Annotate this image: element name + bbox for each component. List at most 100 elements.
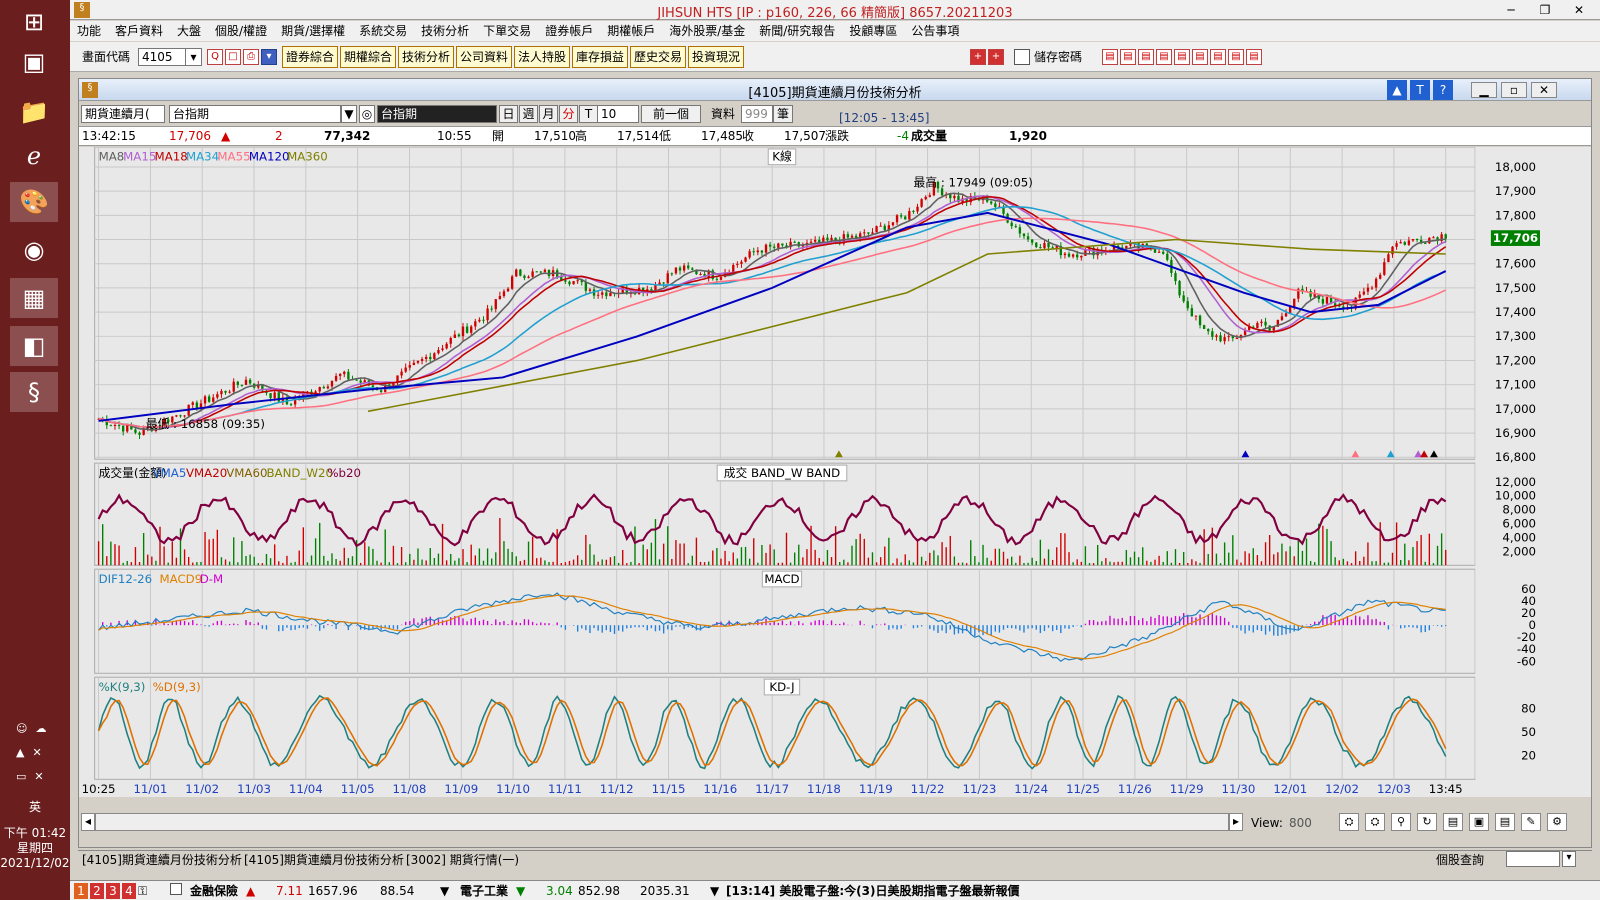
tool-icon-0[interactable]: ▤ [1102,49,1118,65]
menu-item-11[interactable]: 新聞/研究報告 [759,24,836,38]
menu-item-7[interactable]: 下單交易 [483,24,532,38]
toolbar-button-6[interactable]: 歷史交易 [630,46,687,68]
notes-icon[interactable]: ◧ [10,326,58,366]
chrome-icon[interactable]: ◉ [23,236,45,264]
menu-item-3[interactable]: 個股/權證 [215,24,268,38]
chart-tool-icon-8[interactable]: ⚙ [1547,813,1567,831]
jihsun-app-icon[interactable]: § [10,372,58,412]
scroll-right-button[interactable]: ▸ [1229,813,1243,831]
network-icon[interactable]: ▭ [16,770,27,783]
menu-item-13[interactable]: 公告事項 [911,24,960,38]
menu-item-2[interactable]: 大盤 [177,24,202,38]
chart-tool-icon-0[interactable]: ⛭ [1339,813,1359,831]
horizontal-scrollbar[interactable] [95,813,1229,831]
sector2-dropdown-icon[interactable]: ▼ [710,884,720,898]
tool-icon-1[interactable]: ▤ [1120,49,1136,65]
period-button-4[interactable]: T [579,105,598,123]
menu-item-8[interactable]: 證券帳戶 [545,24,594,38]
status-checkbox[interactable] [170,883,182,895]
tab-4105-b[interactable]: [4105]期貨連續月份技術分析 [244,853,404,867]
ie-browser-icon[interactable]: ℯ [26,142,42,170]
print-icon[interactable]: ⎙ [243,49,259,65]
prev-button[interactable]: 前一個 [641,105,701,123]
tool-icon-3[interactable]: ▤ [1156,49,1172,65]
period-button-0[interactable]: 日 [499,105,518,123]
chart-tool-icon-5[interactable]: ▣ [1469,813,1489,831]
lock-icon[interactable]: ⚿ [138,884,148,898]
toolbar-button-1[interactable]: 期權綜合 [340,46,397,68]
menu-item-0[interactable]: 功能 [77,24,102,38]
unit-button[interactable]: 筆 [773,105,793,123]
symbol-dropdown-icon[interactable]: ▼ [341,105,357,123]
taskview-icon[interactable]: ▣ [22,48,46,76]
slot-2-button[interactable]: 2 [90,883,104,899]
stock-query-dropdown-icon[interactable]: ▾ [1562,851,1576,867]
tool-icon-4[interactable]: ▤ [1174,49,1190,65]
clock-time[interactable]: 下午 01:42 [3,826,67,840]
menu-item-12[interactable]: 投顧專區 [849,24,898,38]
mute-icon[interactable]: ✕ [32,746,42,759]
code-dropdown-icon[interactable]: ▾ [185,48,202,66]
minimize-button[interactable]: ─ [1507,3,1515,17]
toolbar-button-7[interactable]: 投資現況 [688,46,745,68]
window-icon[interactable]: □ [225,49,241,65]
tool-icon-8[interactable]: ▤ [1246,49,1262,65]
chart-tool-icon-2[interactable]: ⚲ [1391,813,1411,831]
toolbar-button-5[interactable]: 庫存損益 [572,46,629,68]
win-close-button[interactable]: ✕ [1531,82,1557,98]
slot-1-button[interactable]: 1 [74,883,88,899]
toolbar-button-4[interactable]: 法人持股 [514,46,571,68]
up-icon[interactable]: ▲ [1387,80,1407,100]
search-icon[interactable]: Q [207,49,223,65]
t-icon[interactable]: T [1410,80,1430,100]
ime-lang[interactable]: 英 [28,800,41,814]
remove-icon[interactable]: + [988,49,1004,65]
tab-3002[interactable]: [3002] 期貨行情(一) [406,853,520,867]
tool-icon-6[interactable]: ▤ [1210,49,1226,65]
slot-3-button[interactable]: 3 [106,883,120,899]
toolbar-button-2[interactable]: 技術分析 [398,46,455,68]
chart-tool-icon-7[interactable]: ✎ [1521,813,1541,831]
menu-item-1[interactable]: 客戶資料 [115,24,164,38]
cloud-icon[interactable]: ☁ [35,722,47,735]
sector1-dropdown-icon[interactable]: ▼ [440,884,450,898]
toolbar-button-0[interactable]: 證券綜合 [282,46,339,68]
chart-svg[interactable]: 10:25 11/01 11/02 11/03 11/04 11/05 11/08 11/09… [79,147,1591,797]
menu-item-5[interactable]: 系統交易 [359,24,408,38]
stock-query-input[interactable] [1506,851,1560,867]
toolbar-button-3[interactable]: 公司資料 [456,46,513,68]
scroll-left-button[interactable]: ◂ [81,813,95,831]
news-ticker[interactable]: [13:14] 美股電子盤:今(3)日美股期指電子盤最新報價 [726,884,1020,898]
restore-button[interactable]: ❐ [1539,3,1551,17]
spreadsheet-icon[interactable]: ▦ [10,278,58,318]
win-minimize-button[interactable]: ▁ [1471,82,1497,98]
period-button-3[interactable]: 分 [559,105,578,123]
dropdown-menu-icon[interactable]: ▾ [261,49,277,65]
menu-item-10[interactable]: 海外股票/基金 [669,24,746,38]
chart-tool-icon-1[interactable]: ⛭ [1365,813,1385,831]
period-button-1[interactable]: 週 [519,105,538,123]
tab-4105-a[interactable]: [4105]期貨連續月份技術分析 [82,853,242,867]
menu-item-4[interactable]: 期貨/選擇權 [281,24,346,38]
pdf-icon[interactable]: ▲ [16,746,25,759]
slot-4-button[interactable]: 4 [122,883,136,899]
help-icon[interactable]: ? [1433,80,1453,100]
tool-icon-5[interactable]: ▤ [1192,49,1208,65]
close-button[interactable]: ✕ [1573,3,1585,17]
chart-tool-icon-3[interactable]: ↻ [1417,813,1437,831]
menu-item-6[interactable]: 技術分析 [421,24,470,38]
add-icon[interactable]: + [970,49,986,65]
count-select[interactable]: 10 [597,105,639,123]
period-button-2[interactable]: 月 [539,105,558,123]
data-count-input[interactable]: 999 [741,105,773,123]
system-tray-row1[interactable]: ☺ ☁ [16,722,56,740]
system-tray-row3[interactable]: ▭ ✕ [16,770,56,788]
symbol-search-icon[interactable]: ◎ [359,105,375,123]
win-restore-button[interactable]: ▫ [1501,82,1527,98]
symbol-input[interactable]: 台指期 [169,105,341,123]
chart-tool-icon-4[interactable]: ▤ [1443,813,1463,831]
paint-icon[interactable]: 🎨 [10,182,58,222]
contract-type-select[interactable]: 期貨連續月( [81,105,165,123]
save-password-checkbox[interactable] [1014,49,1030,65]
file-explorer-icon[interactable]: 📁 [19,98,49,126]
